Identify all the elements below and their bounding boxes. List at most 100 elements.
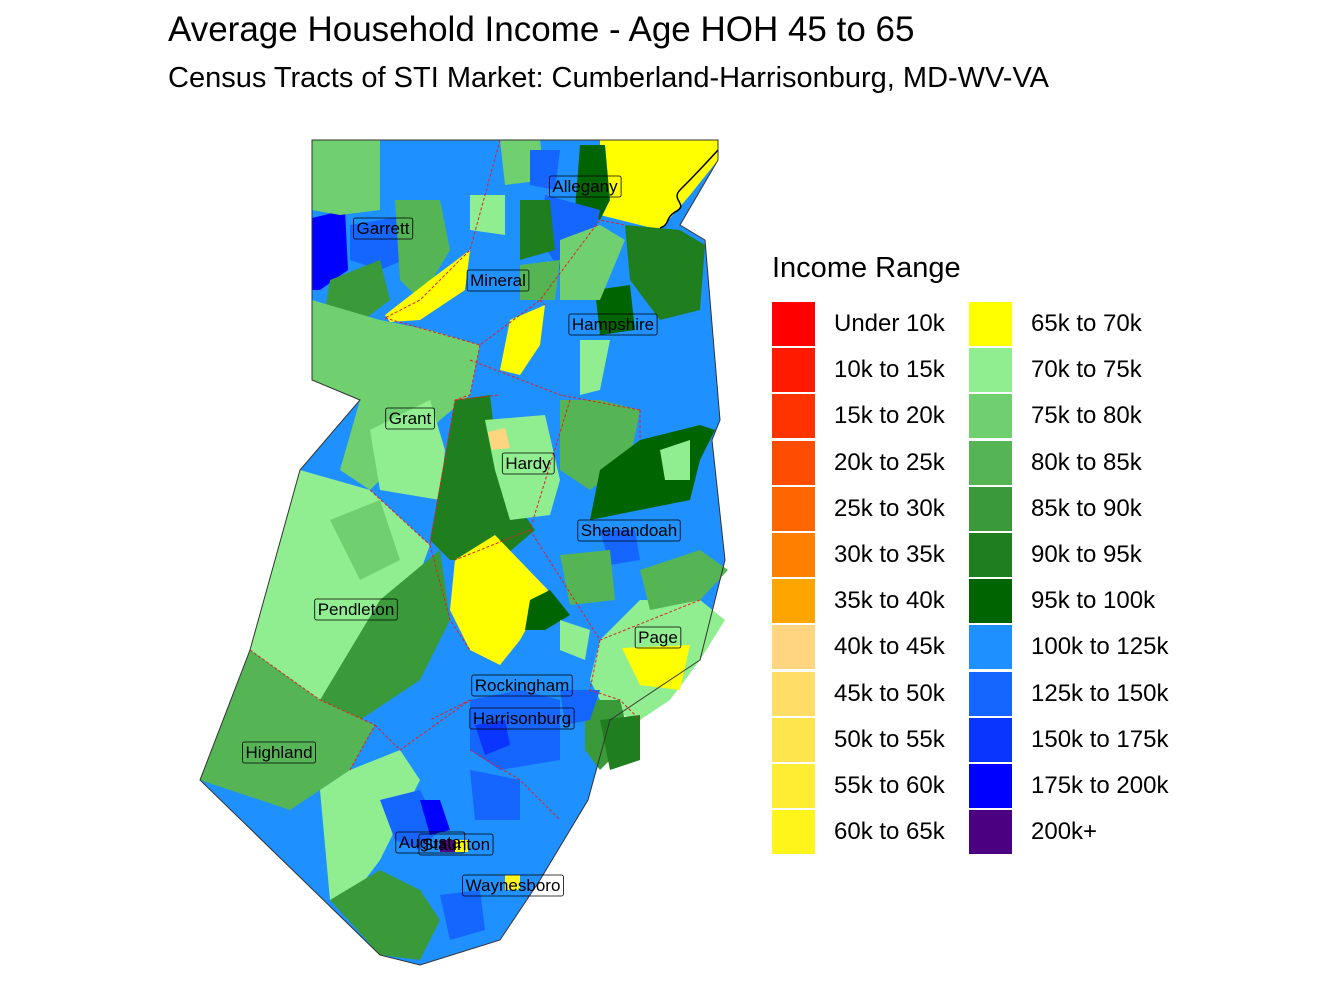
legend-label: 85k to 90k xyxy=(1031,494,1142,522)
legend-label: 175k to 200k xyxy=(1031,772,1169,799)
legend-item: 65k to 70k xyxy=(969,302,1142,346)
tract xyxy=(625,225,705,320)
legend-label: 75k to 80k xyxy=(1031,402,1142,430)
map-subtitle: Census Tracts of STI Market: Cumberland-… xyxy=(168,62,1049,94)
legend-swatch xyxy=(772,440,815,485)
svg-text:Harrisonburg: Harrisonburg xyxy=(473,709,571,728)
legend-swatch xyxy=(772,810,815,855)
tract xyxy=(370,400,445,500)
svg-text:Grant: Grant xyxy=(389,409,432,428)
tract xyxy=(600,140,718,230)
map-title: Average Household Income - Age HOH 45 to… xyxy=(168,10,915,49)
svg-text:Shenandoah: Shenandoah xyxy=(581,521,677,540)
legend-label: 50k to 55k xyxy=(834,725,945,753)
legend-label: 20k to 25k xyxy=(834,448,945,476)
tract xyxy=(330,870,440,960)
legend-swatch xyxy=(772,625,815,670)
tract xyxy=(312,140,380,215)
tract xyxy=(430,395,535,560)
tract xyxy=(640,550,728,610)
legend-item: 30k to 35k xyxy=(772,533,945,577)
tract xyxy=(580,340,610,395)
svg-text:Hardy: Hardy xyxy=(505,454,551,473)
tract xyxy=(385,250,470,322)
legend-item: 50k to 55k xyxy=(772,717,945,762)
legend-label: 90k to 95k xyxy=(1031,541,1142,568)
legend-item: 40k to 45k xyxy=(772,625,945,670)
legend-swatch xyxy=(772,671,815,716)
county-label: Shenandoah xyxy=(577,519,681,542)
county-borders xyxy=(249,139,701,821)
legend-label: 30k to 35k xyxy=(834,541,945,568)
market-outline xyxy=(199,139,726,966)
county-label: Rockingham xyxy=(471,674,573,697)
tract xyxy=(450,535,548,665)
state-border xyxy=(659,149,719,229)
tract xyxy=(395,200,450,300)
legend-item: Under 10k xyxy=(772,302,945,346)
legend-item: 75k to 80k xyxy=(969,394,1142,439)
legend-swatch xyxy=(772,348,815,393)
legend-item: 70k to 75k xyxy=(969,348,1142,393)
legend-item: 100k to 125k xyxy=(969,625,1168,670)
legend-label: 40k to 45k xyxy=(834,633,945,661)
tract xyxy=(312,210,348,290)
tract xyxy=(560,620,590,660)
svg-text:Staunton: Staunton xyxy=(422,835,490,854)
tract xyxy=(440,840,455,852)
tract xyxy=(200,650,375,810)
tract xyxy=(622,645,690,690)
svg-text:Page: Page xyxy=(638,628,678,647)
legend-item: 95k to 100k xyxy=(969,579,1155,624)
legend-label: Under 10k xyxy=(834,310,945,337)
legend-swatch xyxy=(969,717,1012,762)
county-label: Waynesboro xyxy=(462,874,564,897)
county-label: Augusta xyxy=(395,831,466,854)
county-label: Hampshire xyxy=(568,313,658,336)
tract xyxy=(470,770,520,820)
legend-label: 25k to 30k xyxy=(834,494,945,522)
tract xyxy=(525,590,570,630)
legend-swatch xyxy=(969,810,1012,855)
tract xyxy=(520,200,555,260)
legend-swatch xyxy=(969,671,1012,716)
legend-item: 55k to 60k xyxy=(772,764,945,808)
county-labels: Allegany Garrett Mineral Hampshire Grant Hard… xyxy=(242,175,682,897)
svg-text:Garrett: Garrett xyxy=(357,219,410,238)
legend-item: 45k to 50k xyxy=(772,671,945,716)
legend-item: 35k to 40k xyxy=(772,579,945,624)
county-label: Allegany xyxy=(548,175,622,198)
legend-label: 65k to 70k xyxy=(1031,310,1142,337)
legend-item: 150k to 175k xyxy=(969,717,1168,762)
svg-text:Highland: Highland xyxy=(245,743,312,762)
legend-item: 90k to 95k xyxy=(969,533,1142,577)
legend-title: Income Range xyxy=(772,252,961,284)
tract xyxy=(560,225,625,300)
legend-swatch xyxy=(969,440,1012,485)
legend-swatch xyxy=(969,533,1012,577)
legend-swatch xyxy=(772,764,815,808)
legend-item: 15k to 20k xyxy=(772,394,945,439)
county-label: Hardy xyxy=(501,452,555,475)
legend-swatch xyxy=(772,717,815,762)
legend-swatch xyxy=(969,302,1012,346)
tract xyxy=(470,195,505,235)
county-label: Pendleton xyxy=(314,598,398,621)
tract xyxy=(530,150,560,190)
legend-swatch xyxy=(772,486,815,531)
tract xyxy=(505,875,520,890)
legend-swatch xyxy=(772,302,815,346)
legend-swatch xyxy=(969,579,1012,624)
tract xyxy=(560,690,600,725)
legend-label: 60k to 65k xyxy=(834,818,945,846)
svg-text:Hampshire: Hampshire xyxy=(572,315,654,334)
county-label: Garrett xyxy=(353,217,414,240)
county-label: Staunton xyxy=(418,833,494,856)
legend-swatch xyxy=(772,579,815,624)
county-label: Highland xyxy=(242,741,316,764)
tract xyxy=(420,800,450,835)
legend-label: 35k to 40k xyxy=(834,587,945,615)
legend-label: 70k to 75k xyxy=(1031,356,1142,384)
legend-item: 20k to 25k xyxy=(772,440,945,485)
